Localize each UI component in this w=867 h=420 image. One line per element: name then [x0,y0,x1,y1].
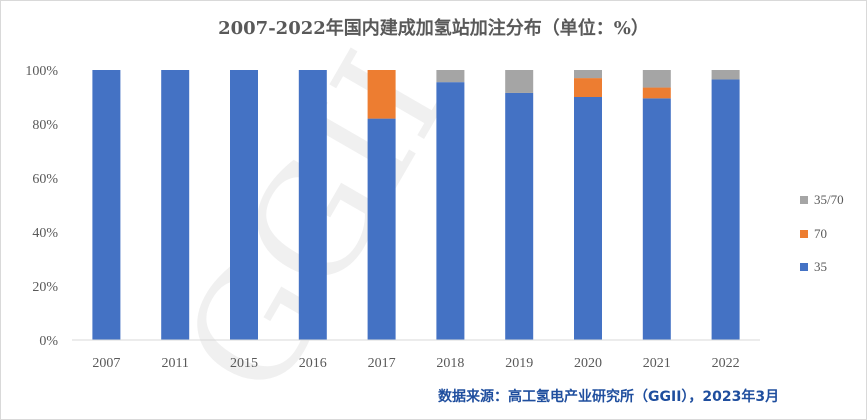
bar-2016-series-0 [298,70,327,340]
y-tick-label: 0% [39,334,58,349]
bar-2007-series-0 [92,70,121,340]
y-tick-label: 20% [32,280,58,295]
x-axis: 2007 2011 2015 2016 2017 2018 2019 2020 2021 2022 [72,339,760,371]
bar-2021-series-2 [642,70,671,88]
y-tick-label: 100% [25,64,58,79]
bar-2021-series-1 [642,87,671,99]
bar-2018-series-2 [436,70,465,83]
y-tick-label: 60% [32,172,58,187]
legend-swatch-35 [800,263,808,271]
bar-2020-series-2 [574,70,602,79]
y-tick-label: 40% [32,226,58,241]
bar-2015-series-0 [230,70,258,340]
x-tick-label: 2021 [643,356,671,371]
legend-label-35-70: 35/70 [814,192,844,207]
legend-item-35-70: 35/70 [800,192,844,208]
x-tick-label: 2015 [230,356,258,371]
legend-swatch-70 [800,230,808,238]
legend-item-70: 70 [800,226,827,242]
x-tick-label: 2018 [436,356,464,371]
y-tick-label: 80% [32,118,58,133]
source-note: 数据来源：高工氢电产业研究所（GGII），2023年3月 [438,389,780,405]
legend-swatch-35-70 [800,196,808,204]
bar-2020-series-0 [574,97,602,340]
x-tick-label: 2020 [574,356,602,371]
x-tick-label: 2011 [161,356,188,371]
x-tick-label: 2017 [368,356,396,371]
x-tick-label: 2019 [505,356,533,371]
bar-2017-series-1 [367,70,396,119]
legend-label-70: 70 [814,226,827,241]
x-tick-label: 2007 [92,356,120,371]
bar-2021-series-0 [642,98,671,340]
x-tick-label: 2022 [712,356,740,371]
x-tick-label: 2016 [299,356,327,371]
bar-2019-series-2 [505,70,534,93]
bar-2022-series-0 [711,79,740,340]
bar-2018-series-0 [436,82,465,341]
bars-group [92,70,740,341]
bar-2017-series-0 [367,118,396,340]
bar-2022-series-2 [711,70,740,80]
bar-2020-series-1 [574,78,602,97]
legend-item-35: 35 [800,259,827,275]
legend-label-35: 35 [814,259,827,274]
y-axis: 0% 20% 40% 60% 80% 100% [25,64,58,349]
chart-title: 2007-2022年国内建成加氢站加注分布（单位：%） [218,18,649,39]
bar-2019-series-0 [505,92,534,340]
bar-2011-series-0 [161,70,190,340]
